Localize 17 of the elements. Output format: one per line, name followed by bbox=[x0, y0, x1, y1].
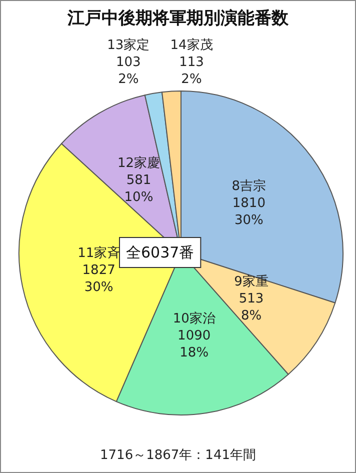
chart-title: 江戸中後期将軍期別演能番数 bbox=[66, 8, 290, 28]
data-label: 1090 18% bbox=[178, 328, 211, 360]
slice-label: 10家治 bbox=[172, 310, 216, 326]
slice-label: 13家定 bbox=[107, 37, 150, 53]
data-label: 103 2% bbox=[116, 55, 141, 87]
data-label: 1827 30% bbox=[82, 262, 116, 295]
data-label: 1810 30% bbox=[232, 196, 266, 228]
slice-label: 12家慶 bbox=[117, 154, 160, 171]
slice-label: 14家茂 bbox=[170, 37, 213, 53]
text: 全6037番 bbox=[126, 244, 194, 262]
data-label: 513 8% bbox=[238, 292, 264, 324]
slice-label: 9家重 bbox=[234, 274, 268, 290]
slice-label: 8吉宗 bbox=[232, 178, 266, 194]
data-label: 581 10% bbox=[124, 172, 154, 205]
text: 1716～1867年：141年間 bbox=[100, 448, 256, 463]
slice-label: 11家斉 bbox=[78, 244, 120, 261]
data-label: 113 2% bbox=[179, 55, 204, 87]
